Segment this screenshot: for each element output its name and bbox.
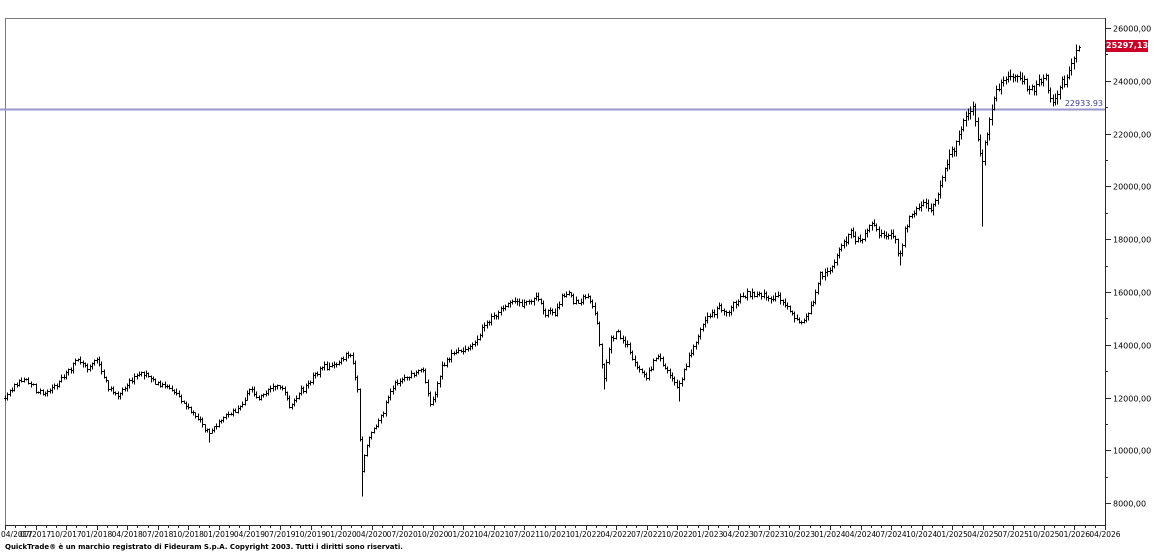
x-axis-label: 04/2017	[1, 530, 32, 539]
x-axis-label: 01/2025	[937, 530, 968, 539]
x-axis-label: 10/2017	[51, 530, 82, 539]
y-axis-label: 22000,00	[1113, 131, 1151, 140]
last-price-label: 25297,13	[1106, 40, 1149, 52]
x-axis-label: 10/2019	[295, 530, 326, 539]
reference-price-label: 22933.93	[1064, 99, 1103, 108]
x-axis-label: 07/2023	[753, 530, 784, 539]
x-axis-label: 10/2021	[539, 530, 570, 539]
x-axis-label: 07/2018	[142, 530, 173, 539]
x-axis-label: 07/2022	[631, 530, 662, 539]
copyright-text: QuickTrade® è un marchio registrato di F…	[5, 543, 403, 551]
y-axis: 26000,00 24000,00 22000,00 20000,00 18000,00…	[1105, 18, 1151, 526]
x-axis-label: 07/2025	[998, 530, 1029, 539]
y-axis-label: 20000,00	[1113, 183, 1151, 192]
x-axis-label: 04/2021	[478, 530, 509, 539]
x-axis-label: 04/2026	[1089, 530, 1120, 539]
plot-area[interactable]	[5, 18, 1105, 525]
x-axis-label: 07/2020	[387, 530, 418, 539]
x-axis-label: 01/2018	[81, 530, 112, 539]
x-axis-label: 07/2024	[876, 530, 907, 539]
y-axis-label: 24000,00	[1113, 78, 1151, 87]
x-axis-label: 01/2023	[692, 530, 723, 539]
x-axis-label: 10/2025	[1028, 530, 1059, 539]
x-axis-label: 01/2020	[326, 530, 357, 539]
x-axis-label: 04/2025	[967, 530, 998, 539]
y-axis-label: 14000,00	[1113, 342, 1151, 351]
x-axis-label: 07/2017	[20, 530, 51, 539]
x-axis-label: 01/2026	[1059, 530, 1090, 539]
x-axis-label: 07/2021	[509, 530, 540, 539]
x-axis-label: 07/2019	[264, 530, 295, 539]
y-axis-label: 10000,00	[1113, 447, 1151, 456]
x-axis-label: 04/2018	[112, 530, 143, 539]
x-axis-label: 01/2024	[814, 530, 845, 539]
x-axis-label: 01/2022	[570, 530, 601, 539]
x-axis-label: 10/2024	[906, 530, 937, 539]
y-axis-label: 18000,00	[1113, 236, 1151, 245]
x-axis-label: 04/2019	[234, 530, 265, 539]
x-axis-label: 10/2022	[662, 530, 693, 539]
x-axis-label: 04/2022	[601, 530, 632, 539]
x-axis-label: 04/2024	[845, 530, 876, 539]
y-axis-label: 26000,00	[1113, 25, 1151, 34]
x-axis-label: 01/2021	[448, 530, 479, 539]
x-axis-label: 10/2020	[417, 530, 448, 539]
x-axis-label: 01/2019	[203, 530, 234, 539]
plot-border	[5, 18, 1105, 525]
x-axis-label: 04/2020	[356, 530, 387, 539]
y-axis-label: 8000,00	[1113, 500, 1146, 509]
x-axis-label: 10/2018	[173, 530, 204, 539]
y-axis-label: 12000,00	[1113, 395, 1151, 404]
x-axis-label: 10/2023	[784, 530, 815, 539]
y-axis-label: 16000,00	[1113, 289, 1151, 298]
x-axis-label: 04/2023	[723, 530, 754, 539]
price-bars	[4, 44, 1081, 497]
